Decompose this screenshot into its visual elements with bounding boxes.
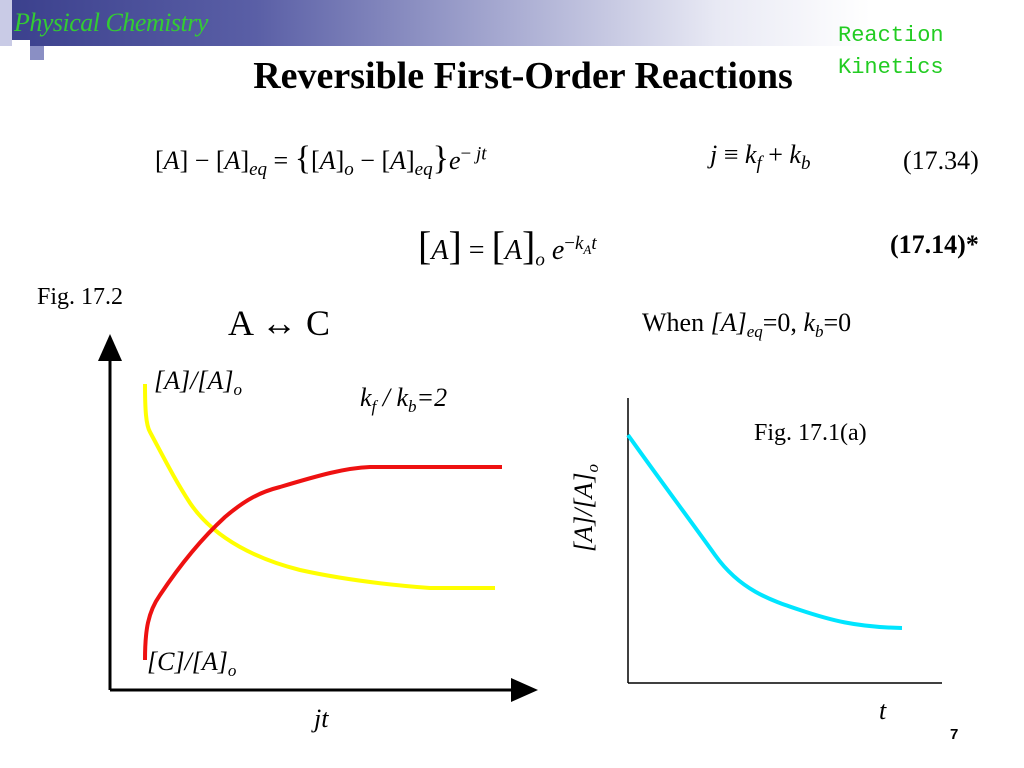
curve-a-label: [A]/[A]o [154, 366, 242, 399]
banner-accent [30, 46, 44, 60]
corner-topic: Reaction Kinetics [838, 20, 944, 84]
y-axis-label: [A]/[A]o [569, 464, 602, 552]
equation-number: (17.14)* [890, 230, 979, 259]
series-a-curve [143, 383, 495, 590]
subject-title: Physical Chemistry [14, 8, 208, 37]
x-axis-label: t [879, 696, 887, 725]
corner-line: Reaction [838, 23, 944, 48]
reaction-scheme: A ↔ C [228, 303, 331, 343]
corner-line: Kinetics [838, 55, 944, 80]
banner-accent [12, 40, 30, 46]
header-banner [0, 0, 1024, 46]
equation-number: (17.34) [903, 146, 979, 175]
equation-17-14: [A] = [A]o e−kAt [418, 223, 597, 271]
slide-title: Reversible First-Order Reactions [253, 55, 793, 97]
figure-caption: Fig. 17.2 [37, 284, 124, 310]
j-definition: j ≡ kf + kb [710, 140, 811, 175]
figure-caption: Fig. 17.1(a) [754, 420, 867, 446]
page-number: 7 [950, 726, 959, 743]
decay-curve [626, 433, 903, 630]
equation-17-34: [A] − [A]eq = {[A]o − [A]eq}e− jt [155, 140, 487, 181]
banner-accent [0, 0, 12, 46]
condition-text: When [A]eq=0, kb=0 [642, 308, 852, 342]
series-c-curve [143, 465, 502, 661]
curve-c-label: [C]/[A]o [147, 647, 236, 680]
x-axis-label: jt [311, 704, 329, 733]
ratio-label: kf / kb=2 [360, 383, 447, 416]
